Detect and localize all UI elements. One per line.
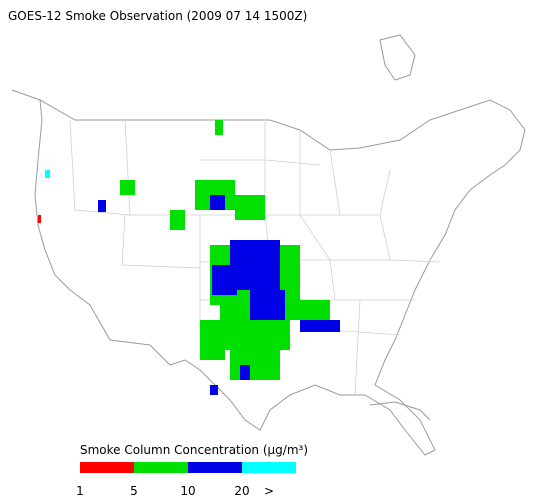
legend-title: Smoke Column Concentration (μg/m³) xyxy=(80,443,308,457)
colorbar-label: 20 xyxy=(234,484,249,498)
colorbar-label: 1 xyxy=(76,484,84,498)
map-title: GOES-12 Smoke Observation (2009 07 14 15… xyxy=(8,9,307,23)
colorbar-label: 10 xyxy=(180,484,195,498)
colorbar-segment xyxy=(242,462,296,473)
colorbar-segment xyxy=(80,462,134,473)
colorbar-label: > xyxy=(264,484,274,498)
colorbar-segment xyxy=(188,462,242,473)
colorbar-segment xyxy=(134,462,188,473)
colorbar-label: 5 xyxy=(130,484,138,498)
smoke-plumes xyxy=(38,120,340,395)
colorbar: 1 5 10 20 > xyxy=(76,462,296,498)
